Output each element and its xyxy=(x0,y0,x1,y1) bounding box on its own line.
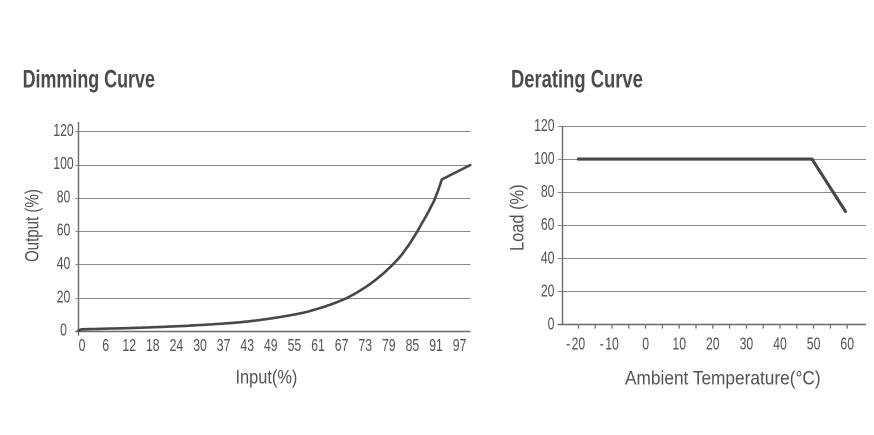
svg-text:40: 40 xyxy=(541,248,555,268)
svg-text:120: 120 xyxy=(53,121,73,141)
svg-text:Derating Curve: Derating Curve xyxy=(511,65,643,93)
svg-text:Load (%): Load (%) xyxy=(506,184,528,251)
svg-text:100: 100 xyxy=(534,149,554,169)
svg-text:0: 0 xyxy=(642,334,649,354)
svg-text:20: 20 xyxy=(572,334,586,354)
svg-text:Dimming Curve: Dimming Curve xyxy=(23,65,155,94)
svg-text:37: 37 xyxy=(217,336,231,356)
svg-text:10: 10 xyxy=(672,334,686,354)
svg-text:40: 40 xyxy=(773,334,787,354)
svg-text:Output (%): Output (%) xyxy=(21,189,43,262)
svg-text:67: 67 xyxy=(335,336,349,356)
svg-text:40: 40 xyxy=(57,254,71,274)
svg-text:0: 0 xyxy=(60,321,67,341)
svg-text:120: 120 xyxy=(534,116,554,136)
svg-text:30: 30 xyxy=(740,334,754,354)
svg-text:Input(%): Input(%) xyxy=(235,366,297,388)
svg-text:10: 10 xyxy=(605,334,619,354)
svg-text:6: 6 xyxy=(102,336,109,356)
svg-text:24: 24 xyxy=(170,336,184,356)
svg-text:-: - xyxy=(566,334,570,354)
svg-text:49: 49 xyxy=(264,336,278,356)
svg-text:0: 0 xyxy=(548,314,555,334)
svg-text:60: 60 xyxy=(57,221,71,241)
svg-text:97: 97 xyxy=(453,336,467,356)
svg-text:20: 20 xyxy=(541,281,555,301)
svg-text:20: 20 xyxy=(706,334,720,354)
svg-text:18: 18 xyxy=(146,336,160,356)
svg-text:50: 50 xyxy=(807,334,821,354)
svg-text:73: 73 xyxy=(358,336,372,356)
svg-text:60: 60 xyxy=(840,334,854,354)
svg-text:85: 85 xyxy=(406,336,420,356)
svg-text:61: 61 xyxy=(311,336,325,356)
svg-text:60: 60 xyxy=(541,215,555,235)
svg-text:20: 20 xyxy=(57,287,71,307)
svg-text:80: 80 xyxy=(57,187,71,207)
svg-text:12: 12 xyxy=(122,336,136,356)
svg-text:Ambient Temperature(°C): Ambient Temperature(°C) xyxy=(625,367,821,389)
svg-text:80: 80 xyxy=(541,182,555,202)
svg-text:100: 100 xyxy=(53,154,73,174)
svg-text:0: 0 xyxy=(79,336,86,356)
svg-text:30: 30 xyxy=(193,336,207,356)
svg-text:91: 91 xyxy=(429,336,443,356)
svg-text:55: 55 xyxy=(288,336,302,356)
svg-text:-: - xyxy=(600,334,604,354)
svg-text:79: 79 xyxy=(382,336,396,356)
svg-text:43: 43 xyxy=(240,336,254,356)
